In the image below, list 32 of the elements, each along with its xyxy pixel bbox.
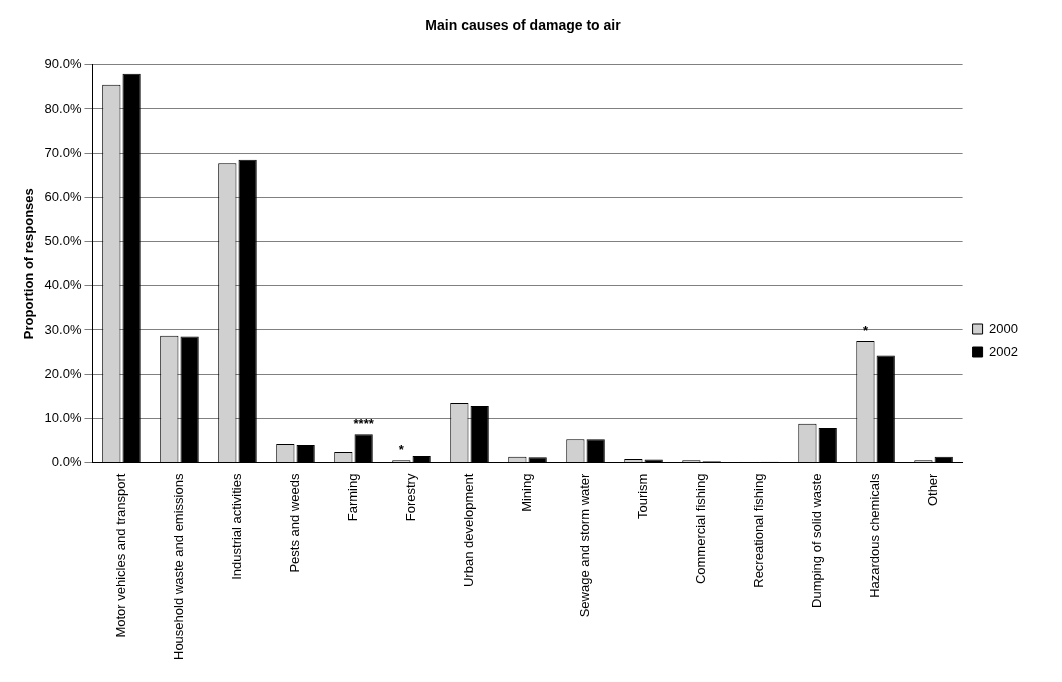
legend-label: 2000 — [989, 320, 1018, 336]
legend-label: 2002 — [989, 343, 1018, 359]
y-tick-label: 0.0% — [51, 454, 82, 470]
x-tick-label: Dumping of solid waste — [809, 473, 825, 608]
y-tick-label: 60.0% — [44, 188, 82, 204]
y-tick-label: 90.0% — [44, 56, 82, 72]
y-tick-label: 30.0% — [44, 321, 82, 337]
x-tick-label: Mining — [519, 473, 535, 512]
y-tick-label: 80.0% — [44, 100, 82, 116]
x-tick-label: Forestry — [403, 473, 419, 522]
x-tick-label: Hazardous chemicals — [867, 473, 883, 598]
x-tick-label: Farming — [345, 473, 361, 522]
y-tick-label: 50.0% — [44, 233, 82, 249]
x-tick-label: Household waste and emissions — [171, 473, 187, 660]
x-tick-label: Industrial activities — [229, 473, 245, 580]
x-tick-label: Commercial fishing — [693, 473, 709, 585]
y-axis-title: Proportion of responses — [21, 188, 37, 340]
annotation: **** — [353, 416, 375, 432]
x-tick-label: Recreational fishing — [751, 473, 767, 588]
x-tick-label: Other — [925, 472, 941, 507]
y-tick-label: 70.0% — [44, 144, 82, 160]
x-tick-label: Urban development — [461, 473, 477, 588]
x-tick-label: Tourism — [635, 473, 651, 520]
y-tick-label: 20.0% — [44, 365, 82, 381]
x-tick-label: Pests and weeds — [287, 473, 303, 573]
annotation: * — [398, 442, 405, 458]
y-tick-label: 40.0% — [44, 277, 82, 293]
x-tick-label: Sewage and storm water — [577, 472, 593, 618]
annotation: * — [862, 323, 869, 339]
y-tick-label: 10.0% — [44, 409, 82, 425]
chart-title: Main causes of damage to air — [425, 17, 622, 34]
x-tick-label: Motor vehicles and transport — [113, 473, 129, 638]
